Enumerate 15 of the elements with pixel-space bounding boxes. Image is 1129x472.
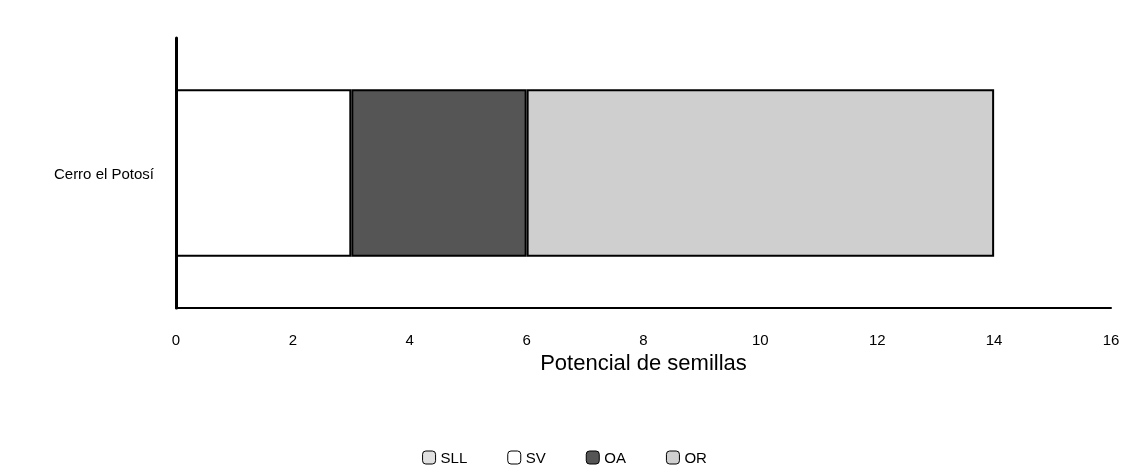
x-tick-label: 8 [639, 331, 648, 348]
legend-label: SV [525, 449, 546, 466]
x-tick-label: 12 [868, 331, 886, 348]
x-tick-label: 14 [985, 331, 1003, 348]
x-axis-title: Potencial de semillas [540, 350, 747, 376]
x-tick-label: 16 [1102, 331, 1120, 348]
x-tick-label: 10 [752, 331, 769, 348]
legend-label: OA [604, 449, 626, 466]
y-tick-label: Cerro el Potosí [53, 164, 155, 182]
x-tick-label: 0 [171, 331, 181, 348]
x-tick-label: 4 [405, 331, 414, 348]
legend-label: SLL [440, 449, 468, 466]
legend-label: OR [684, 449, 708, 466]
x-tick-label: 2 [288, 331, 298, 348]
x-tick-label: 6 [522, 331, 531, 348]
